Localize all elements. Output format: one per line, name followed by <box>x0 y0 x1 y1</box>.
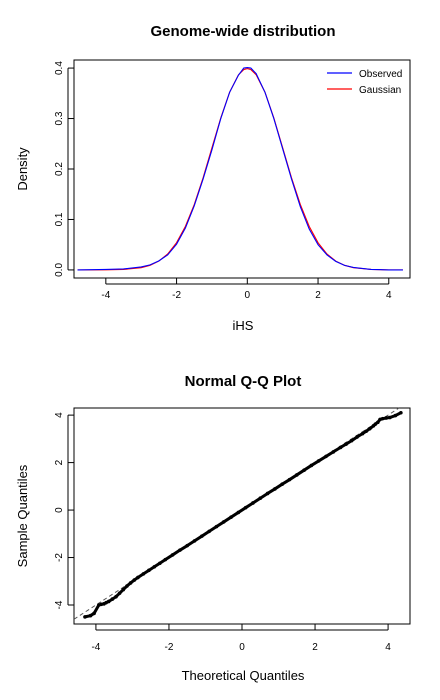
density-y-tick-label: 0.4 <box>54 61 65 75</box>
qq-point <box>380 416 385 421</box>
qq-points <box>83 410 403 619</box>
qq-point <box>158 561 162 566</box>
qq-point <box>344 442 348 446</box>
qq-point <box>316 459 321 463</box>
qq-point <box>200 534 204 538</box>
qq-point <box>376 420 380 425</box>
qq-point <box>273 487 277 491</box>
qq-point <box>309 463 314 468</box>
qq-plot-box <box>73 407 411 625</box>
qq-point <box>360 431 365 436</box>
qq-point <box>128 581 133 585</box>
density-x-tick-label: 2 <box>315 290 321 301</box>
qq-x-tick-label: 2 <box>312 642 318 653</box>
qq-point-trace <box>83 411 403 619</box>
density-title: Genome-wide distribution <box>150 23 335 40</box>
qq-point <box>114 594 118 599</box>
qq-point <box>331 450 336 454</box>
qq-point <box>355 435 359 439</box>
qq-point <box>384 416 389 420</box>
qq-point <box>338 445 343 450</box>
qq-y-label: Sample Quantiles <box>15 464 30 567</box>
density-y-label: Density <box>15 147 30 191</box>
density-y-axis: 0.0 0.1 0.2 0.3 0.4 <box>54 61 74 277</box>
qq-point <box>207 529 211 534</box>
qq-point <box>132 578 137 582</box>
qq-point <box>110 597 115 601</box>
legend: Observed Gaussian <box>327 69 402 96</box>
qq-y-axis: -4 -2 0 2 4 <box>54 412 74 609</box>
qq-point <box>152 565 157 569</box>
qq-y-tick-label: 4 <box>54 412 65 418</box>
legend-label-gaussian: Gaussian <box>359 85 401 96</box>
qq-point <box>178 548 182 552</box>
qq-point <box>106 599 111 604</box>
qq-x-tick-label: -4 <box>91 642 100 653</box>
density-x-tick-label: 0 <box>245 290 251 301</box>
qq-point <box>192 539 197 543</box>
density-x-tick-label: 4 <box>386 290 392 301</box>
qq-point <box>92 611 96 616</box>
qq-point <box>83 615 87 619</box>
qq-point <box>221 520 226 524</box>
qq-panel: Normal Q-Q Plot -4 -2 0 2 4 -4 -2 0 2 4 Theoreti… <box>15 373 411 683</box>
qq-point <box>251 501 255 505</box>
qq-point <box>214 524 219 529</box>
density-x-tick-label: -2 <box>172 290 181 301</box>
qq-point <box>136 575 140 580</box>
qq-point <box>302 468 306 472</box>
legend-label-observed: Observed <box>359 69 402 80</box>
qq-point <box>364 429 368 434</box>
density-y-tick-label: 0.3 <box>54 111 65 125</box>
qq-point <box>125 584 129 588</box>
qq-point <box>265 491 270 496</box>
qq-point <box>243 505 248 510</box>
density-y-tick-label: 0.1 <box>54 212 65 226</box>
density-x-label: iHS <box>233 318 254 333</box>
qq-x-tick-label: 0 <box>239 642 245 653</box>
qq-point <box>393 413 398 418</box>
qq-title: Normal Q-Q Plot <box>185 373 302 390</box>
qq-point <box>229 515 233 519</box>
qq-point <box>280 482 284 486</box>
density-x-axis: -4 -2 0 2 4 <box>101 278 392 301</box>
density-y-tick-label: 0.2 <box>54 162 65 176</box>
qq-point <box>287 477 292 482</box>
qq-x-tick-label: 4 <box>385 642 391 653</box>
qq-point <box>163 557 168 562</box>
qq-point <box>294 473 299 477</box>
qq-point <box>141 572 146 576</box>
qq-point <box>388 415 392 420</box>
qq-point <box>349 438 354 443</box>
density-series <box>77 67 403 271</box>
qq-x-axis: -4 -2 0 2 4 <box>91 624 391 653</box>
qq-point <box>147 568 151 573</box>
density-y-tick-label: 0.0 <box>54 263 65 277</box>
qq-point <box>373 422 378 426</box>
qq-point <box>121 587 126 592</box>
qq-x-label: Theoretical Quantiles <box>182 668 305 683</box>
qq-point <box>185 543 190 548</box>
qq-y-tick-label: 2 <box>54 459 65 465</box>
density-line-gaussian <box>77 68 403 271</box>
density-line-observed <box>77 67 403 271</box>
qq-y-tick-label: 0 <box>54 507 65 513</box>
qq-point <box>88 613 93 618</box>
qq-point <box>368 426 372 431</box>
qq-point <box>236 510 241 515</box>
qq-y-tick-label: -4 <box>54 600 65 609</box>
qq-x-tick-label: -2 <box>165 642 174 653</box>
qq-point <box>117 591 122 595</box>
density-x-tick-label: -4 <box>101 290 110 301</box>
qq-point <box>399 410 403 415</box>
density-panel: Genome-wide distribution -4 -2 0 2 4 0.00.10… <box>15 23 411 333</box>
qq-point <box>258 496 263 501</box>
qq-point <box>324 454 328 459</box>
qq-y-tick-label: -2 <box>54 553 65 562</box>
qq-point <box>170 553 175 557</box>
